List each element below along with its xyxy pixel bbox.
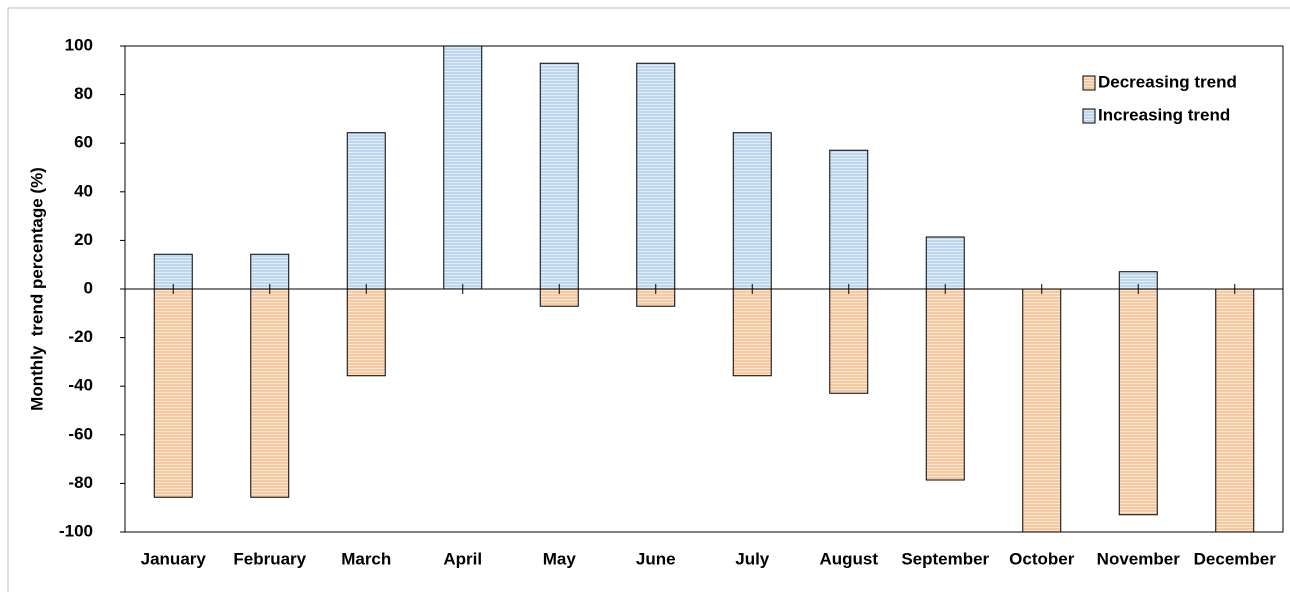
bar (732, 288, 772, 377)
x-tick-label: February (233, 549, 306, 568)
y-tick-label: 100 (65, 35, 93, 54)
x-tick-label: October (1009, 549, 1075, 568)
legend-swatch (1082, 75, 1096, 91)
bar (346, 132, 386, 290)
x-tick-label: July (735, 549, 770, 568)
x-tick-label: June (636, 549, 676, 568)
y-tick-label: 40 (74, 181, 93, 200)
bar (925, 236, 965, 290)
bar (732, 132, 772, 290)
bar (925, 288, 965, 481)
x-tick-label: January (141, 549, 207, 568)
legend-label: Decreasing trend (1098, 72, 1237, 91)
bar (153, 253, 193, 290)
bar (250, 288, 290, 498)
x-tick-label: December (1194, 549, 1277, 568)
legend-label: Increasing trend (1098, 105, 1230, 124)
y-tick-label: 0 (84, 278, 93, 297)
bar (636, 62, 676, 290)
frame (7, 7, 1290, 592)
y-tick-label: 60 (74, 133, 93, 152)
y-tick-label: 20 (74, 230, 93, 249)
x-tick-label: April (443, 549, 482, 568)
legend-swatch (1082, 108, 1096, 124)
bar (443, 45, 483, 290)
y-tick-label: -60 (68, 424, 93, 443)
bar (1118, 288, 1158, 516)
y-axis-label: Monthly trend percentage (%) (27, 167, 46, 411)
x-tick-label: August (819, 549, 878, 568)
bar (250, 253, 290, 290)
x-tick-label: March (341, 549, 391, 568)
bar (1022, 288, 1062, 533)
bar (1215, 288, 1255, 533)
bar (829, 149, 869, 290)
bar (346, 288, 386, 377)
y-tick-label: -100 (59, 521, 93, 540)
y-tick-label: 80 (74, 84, 93, 103)
bar (539, 62, 579, 290)
y-tick-label: -80 (68, 473, 93, 492)
x-tick-label: November (1097, 549, 1181, 568)
bar (153, 288, 193, 498)
bar (829, 288, 869, 394)
y-tick-label: -20 (68, 327, 93, 346)
y-tick-label: -40 (68, 376, 93, 395)
x-tick-label: September (901, 549, 989, 568)
x-tick-label: May (543, 549, 577, 568)
